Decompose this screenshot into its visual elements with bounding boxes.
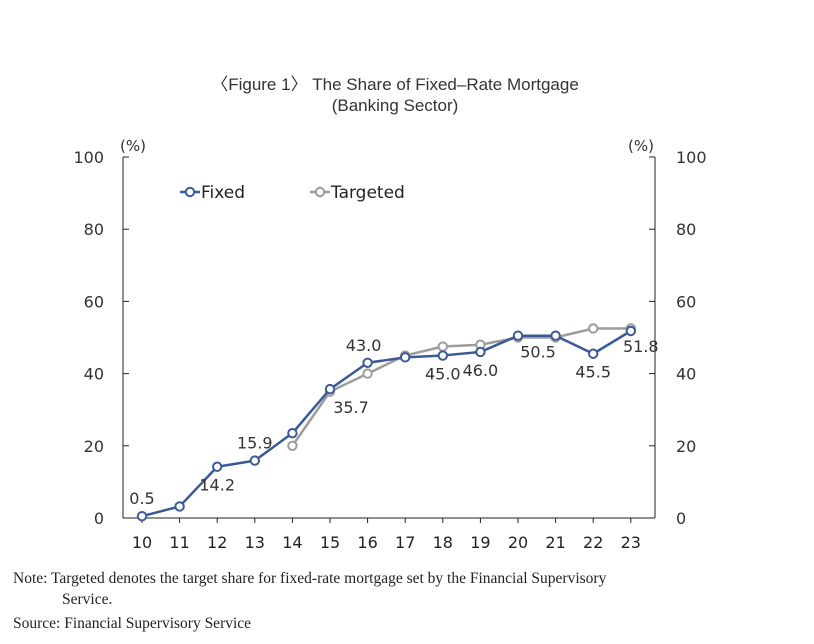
chart-title: 〈Figure 1〉 The Share of Fixed–Rate Mortg… <box>211 75 579 94</box>
data-point-fixed <box>212 461 223 472</box>
legend-marker-fixed <box>184 186 196 198</box>
data-point-fixed <box>362 357 373 368</box>
y-tick-label-right: 80 <box>676 220 696 239</box>
legend-marker-targeted <box>314 186 326 198</box>
data-point-targeted <box>362 368 373 379</box>
data-point-fixed <box>437 350 448 361</box>
x-tick-label: 14 <box>282 533 302 552</box>
data-label: 0.5 <box>129 489 154 508</box>
x-tick-label: 22 <box>583 533 603 552</box>
data-label: 45.5 <box>575 363 611 382</box>
data-point-targeted <box>437 341 448 352</box>
x-tick-label: 18 <box>433 533 453 552</box>
data-point-fixed <box>136 510 148 522</box>
chart-subtitle: (Banking Sector) <box>331 96 459 115</box>
legend-label-targeted: Targeted <box>330 183 405 203</box>
unit-label-left: (%) <box>120 137 146 155</box>
data-point-fixed <box>588 348 599 359</box>
note-continuation: Service. <box>62 591 113 608</box>
y-tick-label-left: 0 <box>94 509 104 528</box>
series-line-fixed <box>141 329 632 518</box>
data-point-fixed <box>324 383 336 395</box>
legend-label-fixed: Fixed <box>201 183 245 203</box>
y-tick-label-right: 100 <box>676 148 707 167</box>
y-tick-label-right: 20 <box>676 437 696 456</box>
plot-area <box>123 157 655 518</box>
series-line-targeted <box>291 327 631 447</box>
y-tick-label-right: 40 <box>676 365 696 384</box>
data-point-fixed <box>550 330 561 341</box>
data-label: 46.0 <box>463 361 499 380</box>
data-point-fixed <box>400 352 411 363</box>
data-point-fixed <box>625 325 636 337</box>
data-label: 50.5 <box>520 343 556 362</box>
x-tick-label: 20 <box>508 533 528 552</box>
data-point-fixed <box>174 501 185 512</box>
data-point-fixed <box>512 330 524 341</box>
x-tick-label: 15 <box>320 533 340 552</box>
data-label: 43.0 <box>346 336 382 355</box>
x-tick-label: 13 <box>245 533 265 552</box>
y-tick-label-left: 60 <box>84 292 104 311</box>
unit-label-right: (%) <box>628 137 654 155</box>
data-label: 14.2 <box>199 476 235 495</box>
y-tick-label-left: 20 <box>84 437 104 456</box>
data-point-fixed <box>249 455 261 466</box>
x-tick-label: 21 <box>545 533 565 552</box>
data-label: 15.9 <box>237 434 273 453</box>
data-point-targeted <box>588 323 599 334</box>
data-point-targeted <box>287 440 298 451</box>
x-tick-label: 12 <box>207 533 227 552</box>
x-tick-label: 11 <box>169 533 189 552</box>
source-line: Source: Financial Supervisory Service <box>13 615 252 632</box>
x-tick-label: 17 <box>395 533 415 552</box>
y-tick-label-left: 40 <box>84 365 104 384</box>
data-point-fixed <box>287 427 298 439</box>
x-tick-label: 10 <box>132 533 152 552</box>
x-tick-label: 23 <box>621 533 641 552</box>
y-tick-label-right: 0 <box>676 509 686 528</box>
fixed-rate-mortgage-chart: 0 0 20 20 40 40 60 60 80 80 100 100 (%) (%) 10 11 12 13 14… <box>73 137 707 552</box>
y-tick-label-right: 60 <box>676 292 696 311</box>
y-tick-label-left: 100 <box>73 148 104 167</box>
data-label: 35.7 <box>333 398 369 417</box>
x-tick-label: 16 <box>357 533 377 552</box>
x-tick-label: 19 <box>470 533 490 552</box>
data-label: 45.0 <box>425 365 461 384</box>
data-label: 51.8 <box>623 337 659 356</box>
data-point-fixed <box>475 346 486 358</box>
y-tick-label-left: 80 <box>84 220 104 239</box>
note-line: Note: Targeted denotes the target share … <box>13 570 607 587</box>
